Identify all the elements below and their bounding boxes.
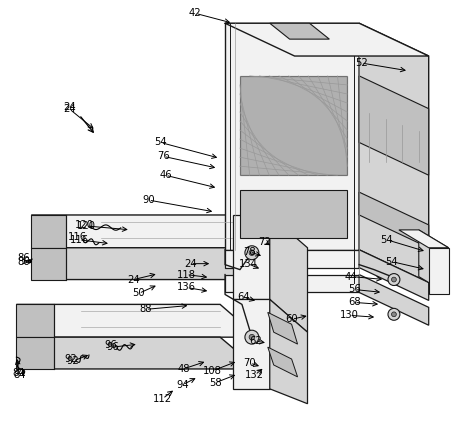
Text: 134: 134 [239,258,257,269]
Text: 136: 136 [177,283,196,292]
Circle shape [249,335,254,340]
Text: 78: 78 [244,247,256,257]
Text: 88: 88 [139,305,152,314]
Circle shape [245,246,259,260]
Text: 84: 84 [12,368,25,378]
Polygon shape [240,76,347,175]
Text: 70: 70 [244,358,256,368]
Polygon shape [359,250,429,300]
Polygon shape [399,230,449,248]
Circle shape [388,274,400,286]
Polygon shape [16,337,258,369]
Polygon shape [270,23,329,39]
Text: 116: 116 [68,232,87,242]
Circle shape [391,312,396,317]
Polygon shape [240,190,347,238]
Polygon shape [233,215,270,299]
Polygon shape [225,250,359,268]
Text: 62: 62 [249,336,262,346]
Polygon shape [270,299,308,404]
Text: 54: 54 [154,137,167,148]
Polygon shape [359,192,429,248]
Polygon shape [359,76,429,175]
Circle shape [245,330,259,344]
Polygon shape [359,23,429,283]
Polygon shape [16,337,54,369]
Polygon shape [225,275,359,292]
Polygon shape [233,299,270,389]
Text: 120: 120 [75,220,94,230]
Text: 24: 24 [63,102,75,112]
Text: 68: 68 [348,297,361,308]
Text: 118: 118 [177,269,196,280]
Polygon shape [225,23,429,56]
Text: 84: 84 [13,370,26,380]
Polygon shape [359,275,429,325]
Text: 132: 132 [246,370,264,380]
Text: 24: 24 [63,104,75,114]
Text: 92: 92 [65,354,77,364]
Circle shape [388,308,400,320]
Polygon shape [419,230,449,294]
Circle shape [249,250,254,255]
Polygon shape [16,305,258,337]
Text: 42: 42 [189,8,202,18]
Polygon shape [429,248,449,294]
Polygon shape [225,23,359,250]
Text: 24: 24 [184,258,197,269]
Text: 94: 94 [176,380,189,390]
Text: 92: 92 [67,356,79,366]
Text: 56: 56 [348,285,361,294]
Polygon shape [270,215,308,332]
Text: 46: 46 [159,170,172,180]
Text: 96: 96 [104,340,117,350]
Text: 54: 54 [386,257,398,266]
Polygon shape [268,312,298,344]
Text: 58: 58 [209,378,221,388]
Circle shape [391,277,396,282]
Text: 54: 54 [381,235,393,245]
Text: 116: 116 [69,235,89,245]
Polygon shape [31,248,66,280]
Text: 76: 76 [157,151,170,161]
Text: 72: 72 [259,237,271,247]
Text: 24: 24 [127,275,140,285]
Polygon shape [31,248,270,280]
Polygon shape [268,347,298,377]
Polygon shape [16,305,54,337]
Text: 90: 90 [142,195,155,205]
Polygon shape [31,215,66,248]
Text: 44: 44 [345,272,357,282]
Text: 86: 86 [17,253,30,263]
Text: 130: 130 [340,310,359,320]
Text: 120: 120 [76,221,96,231]
Text: 60: 60 [285,314,298,324]
Text: 50: 50 [132,288,145,299]
Text: 96: 96 [106,342,119,352]
Text: 112: 112 [153,394,172,404]
Text: 48: 48 [177,364,190,374]
Text: 108: 108 [203,366,221,376]
Text: 64: 64 [238,292,250,302]
Text: 86: 86 [17,257,30,266]
Polygon shape [31,215,270,248]
Text: 52: 52 [355,58,368,68]
